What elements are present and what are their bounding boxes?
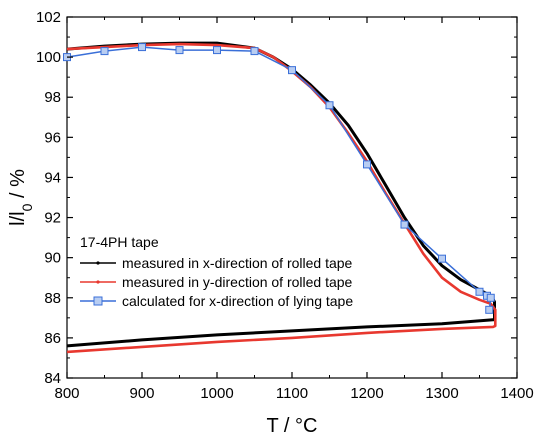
data-point	[363, 160, 371, 169]
y-tick-label: 96	[44, 129, 61, 146]
data-point	[213, 46, 221, 55]
x-axis-label: T / °C	[267, 415, 318, 437]
x-tick-label: 900	[129, 385, 154, 402]
x-tick-label: 1000	[200, 385, 233, 402]
data-point	[486, 293, 495, 302]
y-tick-label: 94	[44, 169, 61, 186]
data-point	[138, 43, 146, 52]
legend-label-3: calculated for x-direction of lying tape	[122, 293, 353, 309]
legend-title: 17-4PH tape	[80, 234, 159, 250]
y-tick-label: 98	[44, 89, 61, 106]
y-tick-label: 100	[36, 49, 61, 66]
series-2-line	[66, 42, 497, 354]
legend-item-1: measured in x-direction of rolled tape	[80, 255, 353, 271]
x-tick-label: 1400	[500, 385, 533, 402]
x-tick-label: 1200	[350, 385, 383, 402]
legend-marker-3	[93, 296, 103, 306]
y-axis-label: l/l0 / %	[7, 169, 35, 226]
data-point	[100, 47, 109, 56]
data-point	[400, 220, 409, 229]
legend-item-3: calculated for x-direction of lying tape	[80, 293, 353, 309]
y-axis-label-unit: / %	[7, 169, 29, 204]
y-tick-label: 90	[44, 250, 61, 267]
x-tick-label: 1100	[276, 385, 308, 402]
y-tick-label: 84	[44, 370, 61, 387]
data-point	[250, 47, 259, 56]
y-axis-label-subscript: 0	[19, 203, 35, 211]
x-tick-label: 800	[54, 385, 79, 402]
y-axis-label-main: l/l	[7, 211, 29, 225]
data-point	[475, 287, 484, 296]
legend-item-2: measured in y-direction of rolled tape	[80, 274, 353, 290]
y-tick-label: 86	[44, 330, 61, 347]
series-layer	[63, 41, 497, 354]
y-tick-label: 88	[44, 290, 61, 307]
series-2	[66, 42, 497, 354]
x-tick-label: 1300	[425, 385, 458, 402]
data-point	[325, 101, 334, 110]
legend-label-1: measured in x-direction of rolled tape	[122, 255, 353, 271]
y-tick-label: 92	[44, 210, 61, 227]
data-point	[288, 66, 296, 75]
legend-marker-2	[96, 280, 100, 284]
data-point	[485, 305, 494, 314]
data-point	[175, 46, 184, 55]
data-point	[438, 254, 446, 263]
legend-marker-1	[96, 261, 100, 265]
axis-ticks: 800 900 1000 1100 1200 1300 1400 84 86 88 90 92 94 96…	[36, 9, 534, 402]
legend: 17-4PH tape measured in x-direction of r…	[80, 234, 353, 309]
series-3	[63, 43, 495, 314]
legend-label-2: measured in y-direction of rolled tape	[122, 274, 353, 290]
y-tick-label: 102	[36, 9, 61, 26]
